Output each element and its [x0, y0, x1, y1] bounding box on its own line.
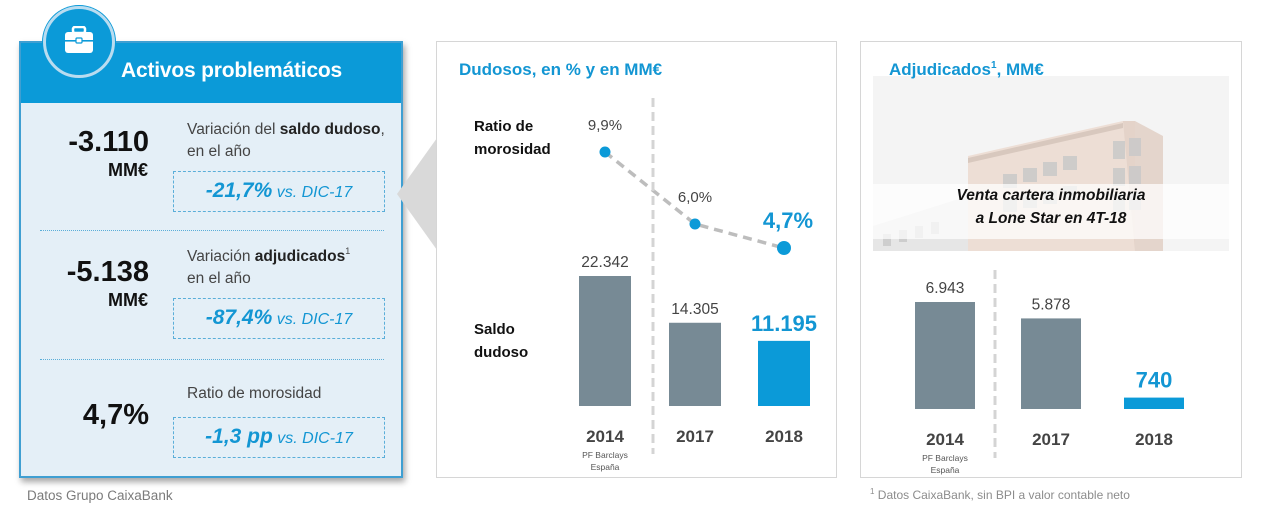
ratio-point-2018: [777, 241, 791, 255]
delta-reference: vs. DIC-17: [272, 184, 353, 201]
bar-2014: [915, 302, 975, 409]
x-tick-label: 2014: [926, 430, 964, 449]
metric-value: 4,7%: [82, 399, 149, 431]
bar-value-label: 22.342: [581, 254, 628, 271]
footnote-marker: 1: [345, 246, 351, 256]
metric-unit: MM€: [108, 290, 148, 310]
delta-box: -87,4% vs. DIC-17: [173, 298, 385, 339]
divider: [40, 230, 384, 231]
desc-text: Ratio de morosidad: [187, 385, 322, 402]
saldo-label: Saldo dudoso: [474, 318, 528, 364]
delta-value: -1,3 pp: [205, 425, 273, 448]
caption-line: a Lone Star en 4T-18: [975, 210, 1127, 227]
bar-value-label: 740: [1136, 368, 1173, 393]
delta-value: -21,7%: [205, 179, 273, 202]
metric-description: Variación adjudicados1 en el año: [187, 246, 397, 290]
bar-2018: [758, 340, 810, 406]
metric-unit: MM€: [108, 160, 148, 180]
x-tick-label: 2017: [676, 427, 714, 446]
ratio-value-label: 9,9%: [588, 117, 622, 134]
bar-2017: [669, 322, 721, 406]
adjudicados-chart: 6.943 2014 PF Barclays España 5.878 2017 740 20…: [915, 270, 1184, 475]
caption-line: Venta cartera inmobiliaria: [956, 187, 1146, 204]
desc-text: Variación: [187, 248, 255, 265]
x-tick-note: PF Barclays: [582, 450, 628, 460]
metric-row-adjudicados: -5.138 MM€ Variación adjudicados1 en el a…: [21, 231, 401, 359]
desc-text: , en el año: [187, 121, 385, 160]
ratio-value-label: 6,0%: [678, 189, 712, 206]
adjudicados-panel: Venta cartera inmobiliaria a Lone Star e…: [860, 41, 1242, 478]
briefcase-icon: [65, 26, 93, 53]
ratio-label: Ratio de morosidad: [474, 115, 551, 161]
desc-bold: adjudicados: [254, 248, 346, 265]
x-tick-note: España: [591, 462, 620, 472]
label-line: Ratio de: [474, 118, 534, 135]
desc-text: Variación del: [187, 121, 280, 138]
bar-2018: [1124, 397, 1184, 409]
bar-value-label: 14.305: [671, 301, 718, 318]
dudosos-chart: 9,9% 6,0% 4,7% 22.342 2014 PF Barclays España 1…: [579, 98, 817, 472]
divider: [40, 359, 384, 360]
ratio-line: [603, 150, 785, 250]
delta-reference: vs. DIC-17: [272, 430, 353, 447]
photo-caption: Venta cartera inmobiliaria a Lone Star e…: [873, 184, 1229, 239]
bar-value-label: 5.878: [1032, 296, 1071, 313]
metric-value: -5.138: [66, 256, 149, 288]
ratio-point-2017: [689, 218, 701, 230]
ratio-point-2014: [599, 146, 611, 158]
delta-box: -1,3 pp vs. DIC-17: [173, 417, 385, 458]
footnote-text: Datos CaixaBank, sin BPI a valor contabl…: [874, 488, 1130, 502]
metric-row-ratio-morosidad: 4,7% Ratio de morosidad -1,3 pp vs. DIC-…: [21, 360, 401, 478]
metric-description: Variación del saldo dudoso, en el año: [187, 119, 397, 163]
callout-pointer: [397, 138, 437, 250]
panel-title: Dudosos, en % y en MM€: [459, 60, 663, 79]
title-text: Adjudicados: [889, 60, 992, 79]
ratio-value-label: 4,7%: [763, 208, 813, 233]
metric-description: Ratio de morosidad: [187, 383, 397, 405]
x-tick-note: España: [931, 465, 960, 475]
footnote-marker: 1: [870, 487, 875, 496]
briefcase-icon-badge: [43, 6, 115, 78]
label-line: Saldo: [474, 321, 515, 338]
desc-bold: saldo dudoso: [279, 121, 381, 138]
label-line: morosidad: [474, 141, 551, 158]
delta-reference: vs. DIC-17: [272, 311, 353, 328]
bar-2017: [1021, 318, 1081, 409]
bar-2014: [579, 276, 631, 406]
delta-value: -87,4%: [205, 306, 273, 329]
bar-value-label: 6.943: [926, 280, 965, 297]
label-line: dudoso: [474, 344, 529, 361]
problem-assets-card: Activos problemáticos -3.110 MM€ Variaci…: [19, 41, 403, 478]
adjudicados-footnote: 1 Datos CaixaBank, sin BPI a valor conta…: [870, 487, 1130, 503]
desc-text: en el año: [187, 270, 251, 287]
dudosos-panel: Dudosos, en % y en MM€ Ratio de morosida…: [436, 41, 837, 478]
title-suffix: , MM€: [996, 60, 1044, 79]
metric-row-saldo-dudoso: -3.110 MM€ Variación del saldo dudoso, e…: [21, 103, 401, 231]
source-footnote: Datos Grupo CaixaBank: [27, 488, 173, 503]
x-tick-label: 2018: [765, 427, 803, 446]
x-tick-label: 2017: [1032, 430, 1070, 449]
panel-title: Adjudicados1, MM€: [889, 60, 1044, 80]
card-title: Activos problemáticos: [121, 59, 343, 82]
bar-value-label: 11.195: [751, 311, 817, 336]
footnote-marker: 1: [991, 60, 997, 71]
x-tick-label: 2014: [586, 427, 624, 446]
delta-box: -21,7% vs. DIC-17: [173, 171, 385, 212]
metric-value: -3.110: [68, 126, 149, 158]
x-tick-note: PF Barclays: [922, 453, 968, 463]
x-tick-label: 2018: [1135, 430, 1173, 449]
